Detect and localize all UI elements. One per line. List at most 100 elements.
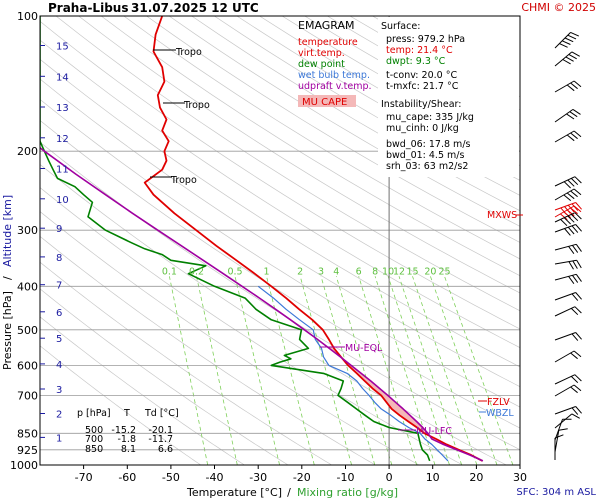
- wind-barb-flag: [569, 111, 578, 118]
- credit-label: CHMI © 2025: [521, 1, 596, 14]
- y-tick-label: 850: [17, 427, 38, 440]
- mixing-ratio-label: 15: [406, 266, 418, 277]
- instability-title: Instability/Shear:: [381, 99, 461, 110]
- wind-barb-flag: [575, 292, 582, 300]
- x-tick-label: -40: [206, 471, 224, 484]
- y-axis-label-pressure: Pressure [hPa]: [1, 291, 14, 370]
- x-tick-label: -50: [162, 471, 180, 484]
- wind-barb-flag: [573, 130, 582, 138]
- altitude-tick-label: 10: [56, 195, 69, 206]
- table-row-t: -1.8: [117, 434, 136, 445]
- table-header-td: Td [°C]: [144, 408, 179, 419]
- wind-barb-flag: [563, 211, 572, 218]
- wind-barb-flag: [560, 219, 568, 227]
- table-row-t: -15.2: [111, 425, 136, 436]
- altitude-tick-label: 12: [56, 134, 69, 145]
- legend-mu-cape: MU CAPE: [302, 97, 347, 108]
- surface-tmxfc: t-mxfc: 21.7 °C: [386, 81, 459, 92]
- wind-barb-flag: [574, 176, 582, 184]
- fzlv-label: FZLV: [487, 397, 510, 408]
- wind-barb-flag: [570, 190, 578, 198]
- instability-mu-cape: mu_cape: 335 J/kg: [386, 112, 474, 123]
- dry-adiabat: [40, 98, 520, 408]
- dry-adiabat: [40, 120, 520, 429]
- legend-item-temperature: temperature: [298, 37, 358, 48]
- wind-barb-flag: [570, 132, 578, 140]
- table-row-td: 6.6: [158, 444, 173, 455]
- x-axis-label-separator: /: [287, 486, 291, 499]
- dry-adiabat: [78, 16, 520, 294]
- mu-eql-label: MU-EQL: [345, 343, 383, 354]
- surface-info-box: Surface: press: 979.2 hPa temp: 21.4 °C …: [378, 17, 519, 177]
- dry-adiabat: [40, 39, 520, 349]
- table-row-td: -20.1: [148, 425, 173, 436]
- wbzl-label: WBZL: [486, 408, 514, 419]
- wind-barb-flag: [564, 37, 574, 43]
- wind-barb-flag: [573, 384, 582, 392]
- x-tick-label: -30: [249, 471, 267, 484]
- dry-adiabat: [168, 16, 520, 227]
- table-row-p: 500: [85, 425, 103, 436]
- y-tick-label: 925: [17, 444, 38, 457]
- table-header-t: T: [123, 408, 130, 419]
- altitude-tick-label: 14: [56, 72, 69, 83]
- wind-barb-flag: [566, 84, 575, 92]
- level-table: p [hPa] T Td [°C] 500 -15.2 -20.1 700 -1…: [77, 408, 179, 455]
- mxws-label: MXWS: [487, 210, 517, 221]
- x-tick-label: 10: [426, 471, 440, 484]
- legend-item-wet-bulb: wet bulb temp.: [298, 70, 370, 81]
- mixing-ratio-label: 20: [424, 266, 436, 277]
- table-row-td: -11.7: [148, 434, 173, 445]
- x-tick-label: 30: [513, 471, 527, 484]
- y-tick-label: 500: [17, 324, 38, 337]
- x-axis-label-mixing: Mixing ratio [g/kg]: [297, 486, 398, 499]
- y-tick-label: 600: [17, 359, 38, 372]
- wind-barb-flag: [570, 214, 579, 222]
- wind-barb-flag: [559, 213, 568, 220]
- mixing-ratio-label: 12: [393, 266, 405, 277]
- series-line: [143, 16, 483, 462]
- wind-barb-flag: [571, 333, 579, 341]
- wind-barb-flag: [574, 374, 582, 382]
- mixing-ratio-label: 3: [318, 266, 324, 277]
- legend-item-updraft: udpraft v.temp.: [298, 81, 372, 92]
- tropo-label: Tropo: [175, 47, 202, 58]
- dry-adiabat: [40, 20, 520, 330]
- tropo-label: Tropo: [183, 100, 210, 111]
- table-row-p: 700: [85, 434, 103, 445]
- station-title: Praha-Libus: [48, 1, 128, 15]
- y-tick-label: 200: [17, 145, 38, 158]
- surface-title: Surface:: [381, 21, 420, 32]
- legend: EMAGRAM temperature virt.temp. dew point…: [298, 19, 372, 108]
- y-tick-label: 700: [17, 389, 38, 402]
- altitude-tick-label: 9: [56, 224, 62, 235]
- wind-barb-flag: [571, 413, 580, 419]
- mixing-ratio-line: [320, 276, 376, 465]
- shear-bwd06: bwd_06: 17.8 m/s: [386, 139, 471, 150]
- legend-title: EMAGRAM: [298, 19, 355, 32]
- y-axis-label-separator: /: [1, 276, 14, 280]
- altitude-tick-label: 13: [56, 103, 69, 114]
- wind-barb-flag: [563, 217, 571, 225]
- mixing-ratio-label: 8: [372, 266, 378, 277]
- wind-barb-flag: [570, 386, 578, 394]
- mu-cape-swatch: [298, 95, 356, 107]
- wind-barb-flag: [571, 293, 579, 301]
- wind-barb-flag: [571, 275, 579, 283]
- wind-barb-flag: [574, 212, 582, 220]
- mixing-ratio-label: 4: [333, 266, 339, 277]
- mixing-ratio-line: [234, 276, 280, 465]
- wind-barb-flag: [571, 51, 580, 57]
- mixing-ratio-label: 2: [297, 266, 303, 277]
- surface-tconv: t-conv: 20.0 °C: [386, 70, 457, 81]
- wind-barb-flag: [567, 179, 575, 187]
- wind-barb-flag: [562, 59, 571, 65]
- wind-barbs: [554, 31, 582, 460]
- wind-barb-flag: [554, 434, 564, 439]
- legend-item-dew-point: dew point: [298, 59, 345, 70]
- wind-barb-flag: [570, 178, 579, 186]
- mixing-ratio-label: 25: [438, 266, 450, 277]
- level-annotations: MU-EQL MU-LFC FZLV WBZL MXWS: [320, 210, 523, 437]
- y-tick-label: 300: [17, 224, 38, 237]
